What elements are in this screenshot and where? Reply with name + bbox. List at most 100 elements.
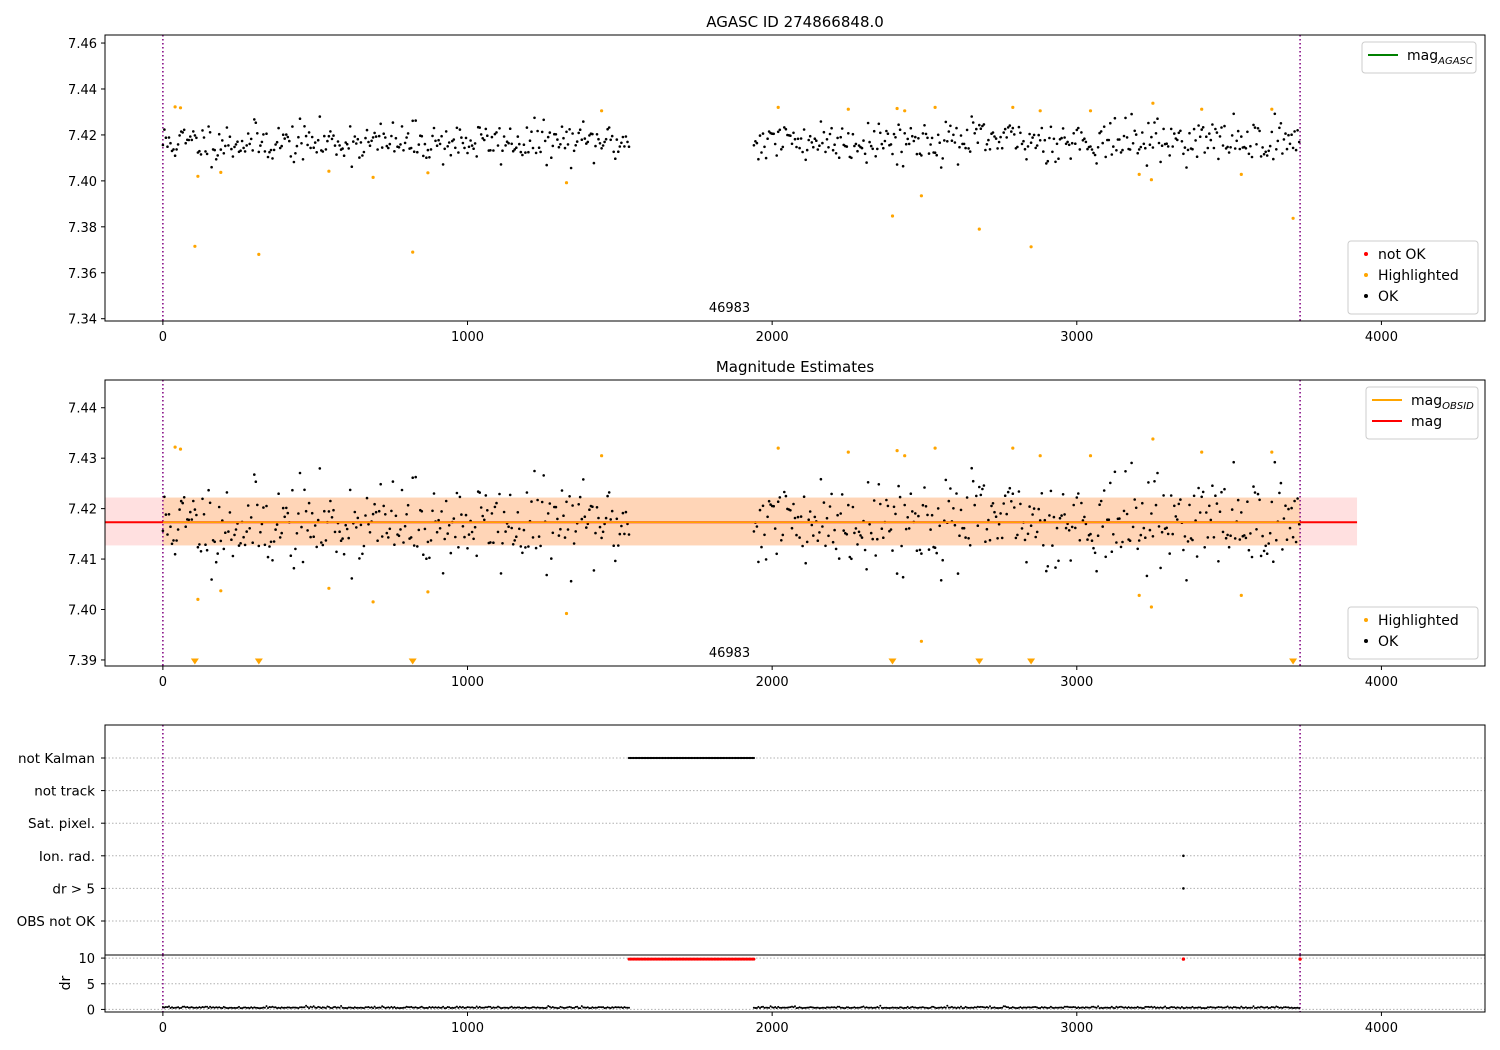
clipped-marker [190,658,199,665]
dr-ok-point [934,1006,937,1009]
ok-point [1112,145,1115,148]
highlighted-point [895,449,899,453]
dr-ok-point [398,1007,400,1010]
dr-ok-point [795,1007,798,1010]
dr-ok-point [928,1007,930,1010]
ok-point [795,533,798,537]
dr-ok-point [1241,1006,1244,1009]
highlighted-point [919,639,924,643]
ok-point [578,128,582,131]
ok-point [1054,566,1057,569]
ok-point [380,146,384,149]
dr-ok-point [506,1006,509,1009]
dr-ok-point [519,1007,522,1009]
flag-point [664,756,667,760]
ok-point [359,141,363,144]
ok-point [755,141,759,145]
ok-point [1066,140,1069,144]
ok-point [327,510,331,513]
dr-ok-point [1019,1006,1022,1009]
dr-ok-point [966,1006,969,1009]
ok-point [1139,533,1143,537]
ok-point [219,148,223,151]
dr-ok-point [361,1006,364,1009]
ok-point [1261,534,1264,538]
ok-point [277,126,280,130]
ok-point [1052,137,1056,141]
ok-point [461,141,465,145]
dr-ok-point [1013,1006,1016,1009]
ok-point [1169,127,1173,131]
highlighted-point [919,194,924,198]
ok-point [463,535,466,539]
ok-point [1037,133,1040,137]
ok-point [492,541,495,544]
ok-point [449,551,453,555]
ok-point [320,541,323,544]
dr-ok-point [1095,1006,1098,1009]
ok-point [1294,148,1298,152]
ok-point [473,525,477,529]
ok-point [810,141,814,144]
ok-point [374,510,378,514]
dr-ok-point [1059,1006,1061,1009]
dr-ok-point [174,1006,177,1009]
dr-ok-point [446,1006,449,1008]
ok-point [294,547,297,551]
dr-ok-point [522,1006,525,1009]
ok-point [874,155,877,158]
dr-ok-point [171,1006,173,1009]
dr-ok-point [842,1007,845,1009]
ok-point [591,132,594,136]
ok-point [845,533,849,536]
ok-point [259,144,262,147]
ok-point [1188,131,1191,135]
dr-ok-point [407,1006,410,1009]
ok-point [847,132,850,135]
ok-point [367,523,370,526]
dr-ok-point [256,1006,259,1009]
ok-point [821,525,824,528]
dr-ok-point [471,1006,474,1009]
dr-ok-point [911,1005,914,1008]
dr-ok-point [545,1006,548,1009]
dr-ok-point [1267,1007,1270,1010]
dr-ok-point [886,1007,889,1009]
y-tick-label: 5 [87,978,95,993]
ok-point [882,536,885,539]
ok-point [936,507,940,510]
ok-point [872,129,876,133]
ok-point [1098,503,1101,507]
dr-ok-point [497,1005,499,1008]
ok-point [795,145,798,149]
dr-ok-point [221,1007,224,1010]
ok-point [481,514,485,518]
ok-point [1218,135,1222,138]
ok-point [1236,129,1240,133]
ok-point [452,138,456,141]
dr-ok-point [614,1006,617,1009]
ok-point [313,141,317,144]
dr-ok-point [487,1005,490,1008]
dr-ok-point [571,1007,574,1009]
dr-ok-point [1104,1006,1107,1009]
dr-ok-point [800,1006,803,1009]
ok-point [199,153,203,156]
ok-point [1093,551,1097,555]
ok-point [888,529,891,533]
ok-point [1297,522,1301,526]
ok-point [161,529,165,533]
ok-point [604,137,608,141]
ok-point [307,501,311,505]
ok-point [877,122,881,126]
ok-point [837,557,841,560]
dr-ok-point [893,1006,895,1009]
dr-ok-point [1126,1007,1129,1009]
ok-point [394,514,398,518]
ok-point [416,545,419,548]
ok-point [606,127,609,131]
ok-point [277,492,280,496]
ok-point [1077,492,1080,495]
dr-ok-point [789,1006,792,1009]
dr-ok-point [1170,1006,1173,1008]
